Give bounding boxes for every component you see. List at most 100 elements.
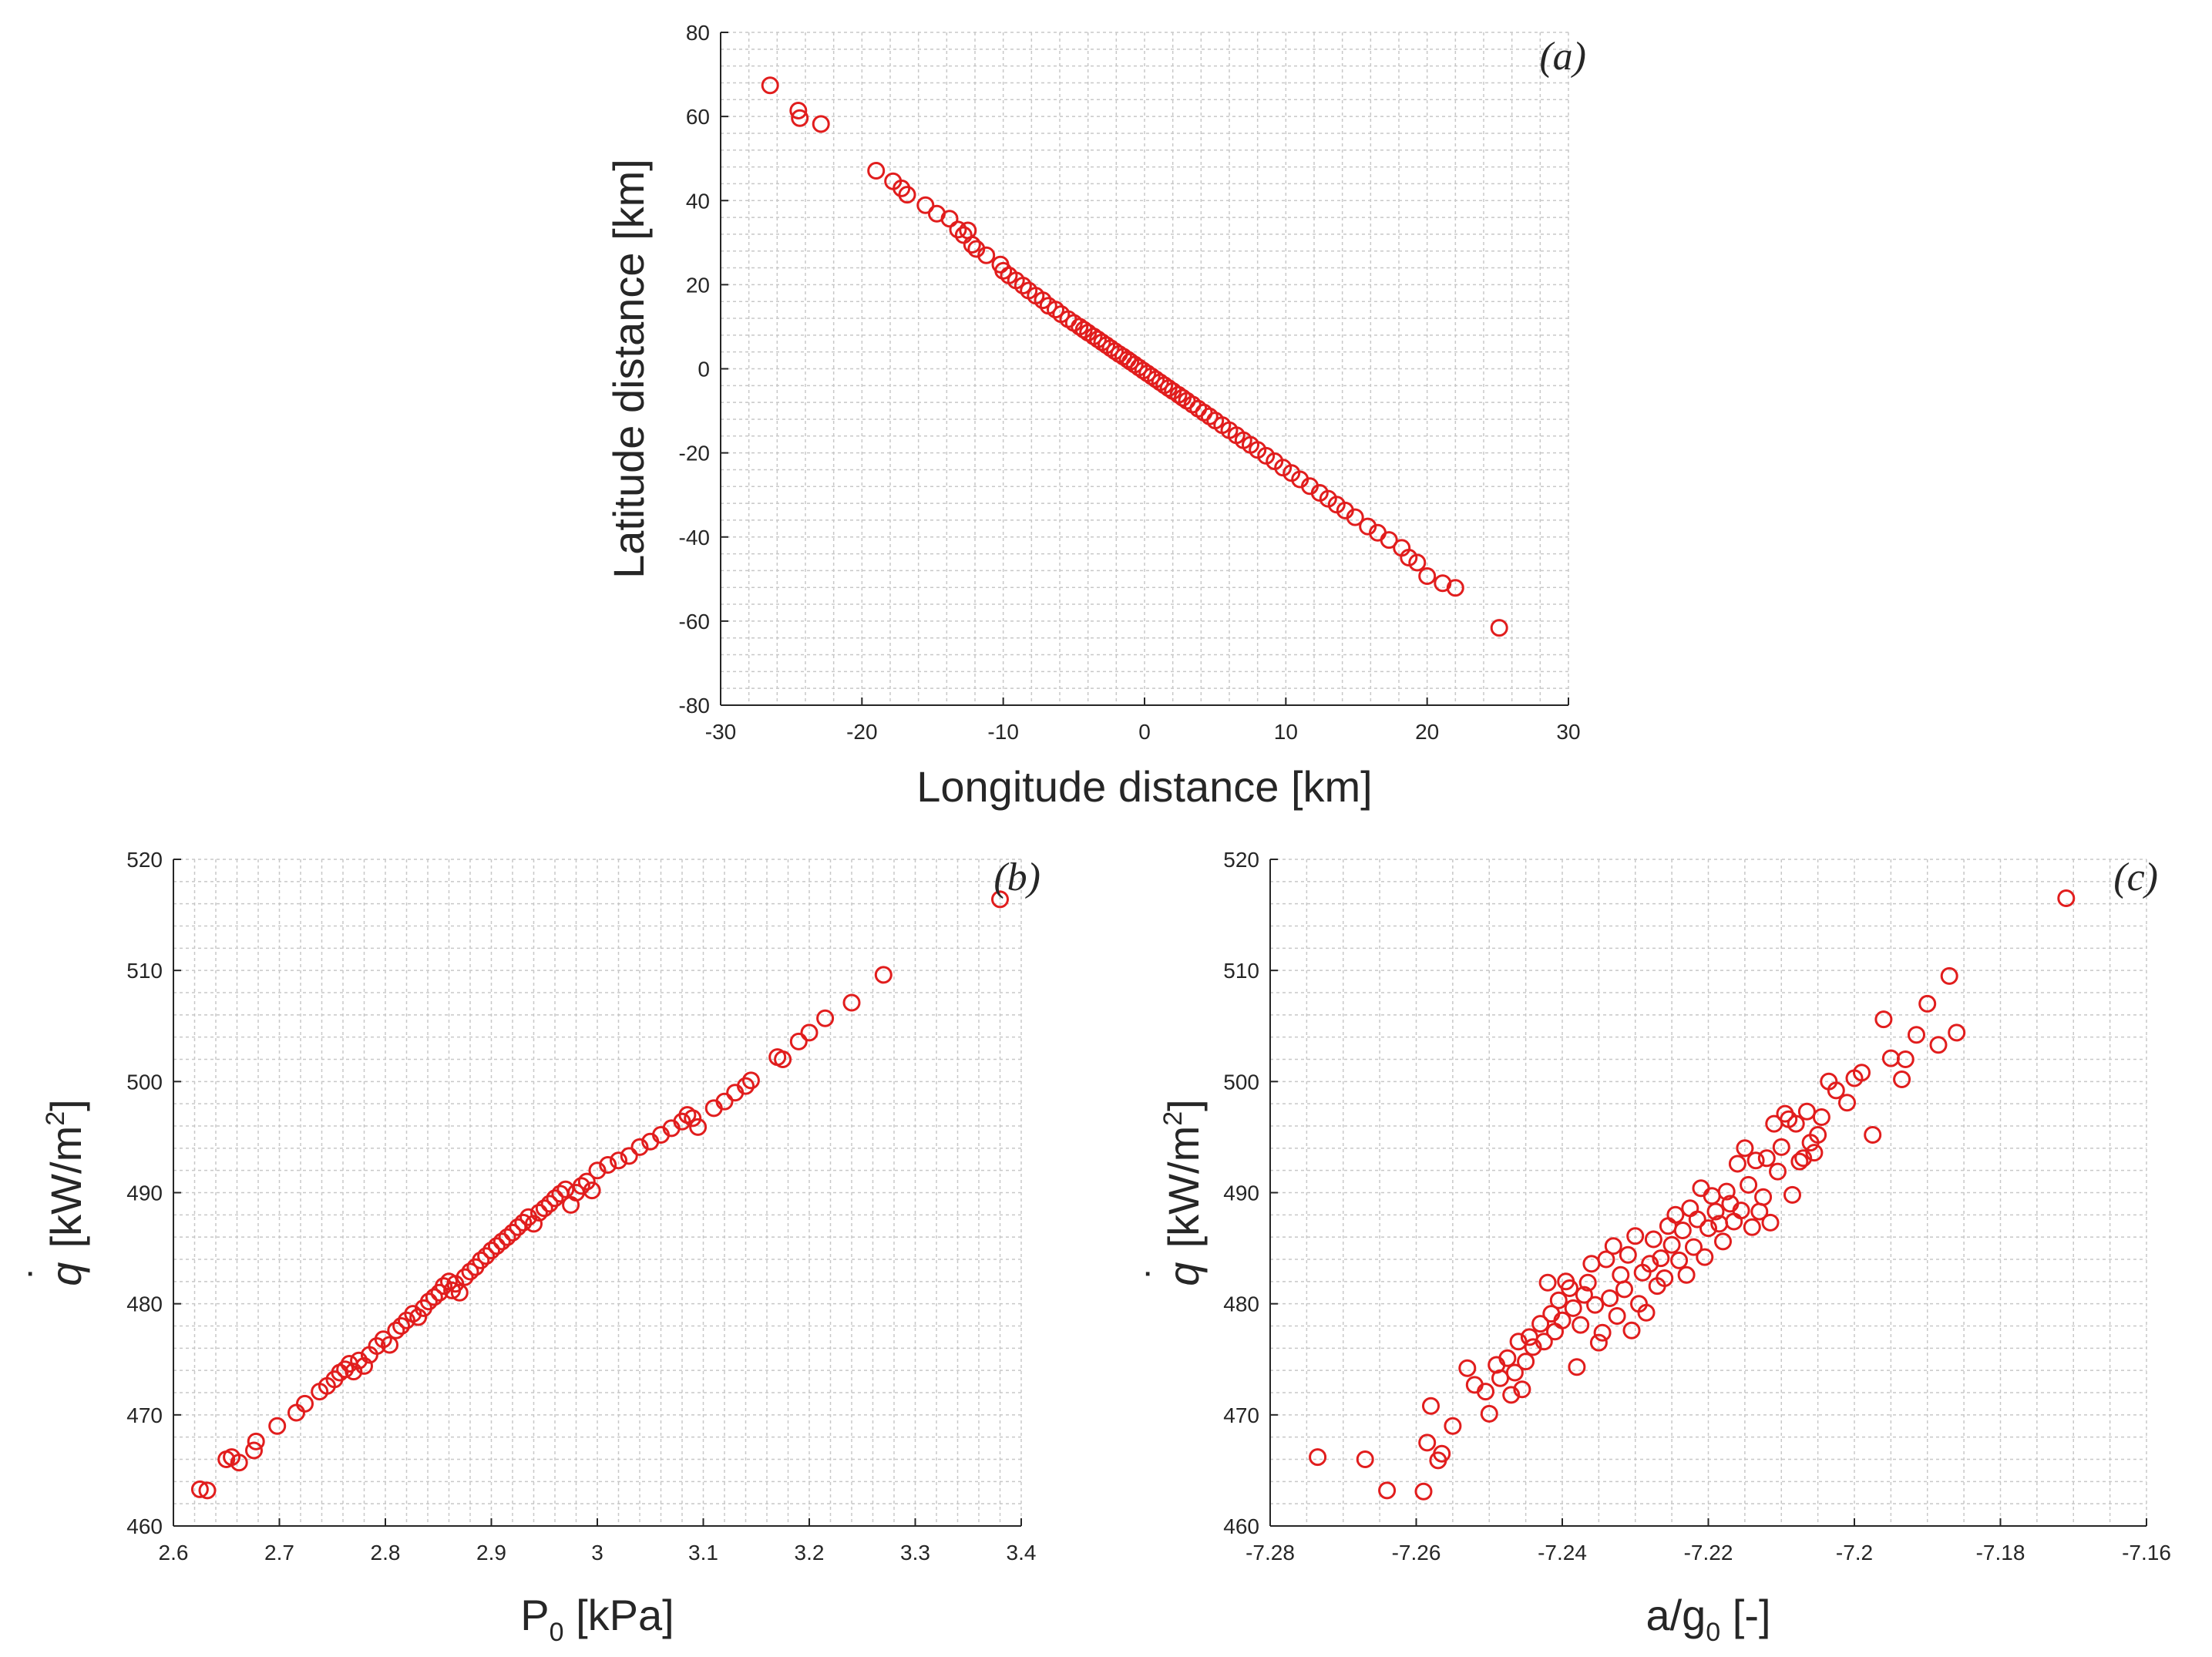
y-axis-title-close: ] [1159, 1099, 1208, 1111]
data-point [1827, 1081, 1845, 1100]
data-point [1604, 1237, 1622, 1255]
data-point [842, 993, 861, 1012]
data-point [540, 1195, 559, 1213]
data-point [336, 1360, 355, 1379]
data-point [1673, 1222, 1692, 1239]
data-point [1517, 1353, 1535, 1371]
data-point [1757, 1149, 1776, 1168]
data-point [1772, 1138, 1790, 1156]
grid-a [720, 32, 1569, 706]
data-point [874, 966, 893, 984]
data-point [1874, 1010, 1893, 1029]
data-point [1754, 1188, 1773, 1206]
y-tick-label: 520 [126, 848, 163, 872]
x-tick-label: 2.6 [159, 1541, 189, 1565]
data-point [715, 1092, 734, 1111]
data-point [1736, 1139, 1754, 1158]
x-tick-label: -7.16 [2122, 1541, 2171, 1565]
data-point [1714, 1232, 1732, 1251]
x-tick-label: 2.8 [371, 1541, 401, 1565]
data-point [1502, 1386, 1521, 1404]
x-tick-label: 3.2 [795, 1541, 825, 1565]
x-tick-label: 3.1 [688, 1541, 718, 1565]
data-point [1408, 553, 1427, 572]
x-tick-label: -20 [846, 720, 877, 744]
data-point [1908, 1026, 1925, 1044]
data-series-c [1309, 889, 2076, 1501]
chart-panel-c: -7.28 -7.26 -7.24 -7.22 -7.2 -7.18 -7.16 460 470… [1138, 848, 2171, 1647]
data-point [461, 1262, 479, 1281]
data-point [350, 1351, 368, 1370]
data-point [1948, 1023, 1966, 1042]
y-axis-title-close: ] [42, 1099, 90, 1111]
data-point [1601, 1289, 1619, 1307]
data-point [1568, 1358, 1586, 1376]
data-point [1769, 1162, 1787, 1181]
x-tick-label: 30 [1556, 720, 1580, 744]
data-point [800, 1023, 819, 1042]
data-point [1458, 1359, 1477, 1377]
data-point [1597, 1250, 1615, 1269]
panel-label-b: (b) [993, 855, 1040, 899]
data-point [1838, 1094, 1856, 1112]
y-tick-label: 500 [1223, 1070, 1259, 1094]
data-point [1615, 1280, 1633, 1299]
y-tick-label: 40 [686, 189, 710, 213]
data-point [355, 1356, 373, 1375]
data-point [1034, 291, 1052, 310]
data-point [1535, 1333, 1553, 1351]
x-tick-label: -7.24 [1538, 1541, 1587, 1565]
data-point [812, 115, 830, 133]
data-point [1444, 1417, 1462, 1435]
data-point [1498, 1349, 1517, 1367]
data-point [1637, 1303, 1656, 1322]
y-axis-title: Latitude distance [km] [604, 159, 653, 579]
data-point [1418, 567, 1437, 585]
y-axis-title-superscript: 2 [41, 1111, 70, 1126]
data-point [599, 1156, 617, 1174]
data-point [977, 246, 996, 264]
chart-panel-a: -30 -20 -10 0 10 20 30 -80 -60 -40 -20 0 20 40 60 80 (a)… [604, 21, 1586, 811]
y-axis-title-unit: [kW/m [1159, 1126, 1208, 1260]
data-point [1699, 1219, 1717, 1238]
data-point [1446, 579, 1464, 597]
data-point [345, 1363, 363, 1381]
data-point [1696, 1248, 1714, 1266]
data-point [610, 1151, 627, 1170]
data-point [1575, 1286, 1593, 1304]
data-point [1418, 1433, 1437, 1452]
data-point [190, 1480, 209, 1498]
data-series-a [761, 76, 1508, 637]
data-point [1572, 1316, 1590, 1334]
data-point [1047, 301, 1064, 319]
y-axis-title-main: q [42, 1262, 90, 1286]
x-axis-title-main: P [520, 1591, 549, 1639]
data-point [409, 1308, 428, 1326]
data-point [1644, 1230, 1662, 1249]
data-point [1608, 1307, 1626, 1325]
data-point [1666, 1205, 1685, 1224]
data-point [816, 1009, 835, 1027]
x-tick-label: -10 [987, 720, 1018, 744]
data-point [1589, 1333, 1608, 1352]
data-point [435, 1277, 453, 1296]
data-point [472, 1251, 490, 1269]
y-tick-label: 470 [126, 1403, 163, 1427]
data-point [963, 236, 981, 254]
x-tick-label: -7.18 [1976, 1541, 2025, 1565]
y-tick-label: -80 [679, 694, 710, 718]
y-tick-label: -60 [679, 610, 710, 634]
data-point [2057, 889, 2076, 907]
data-point [1940, 966, 1958, 985]
x-tick-label: -30 [705, 720, 736, 744]
data-point [789, 102, 808, 119]
data-point [525, 1215, 543, 1233]
y-tick-label: 490 [126, 1181, 163, 1205]
data-point [1809, 1126, 1827, 1144]
data-point [514, 1213, 533, 1232]
data-point [1538, 1273, 1557, 1292]
data-point [1014, 277, 1032, 294]
y-axis-title: q˙ [kW/m2] [1138, 1099, 1208, 1286]
data-point [994, 261, 1013, 280]
